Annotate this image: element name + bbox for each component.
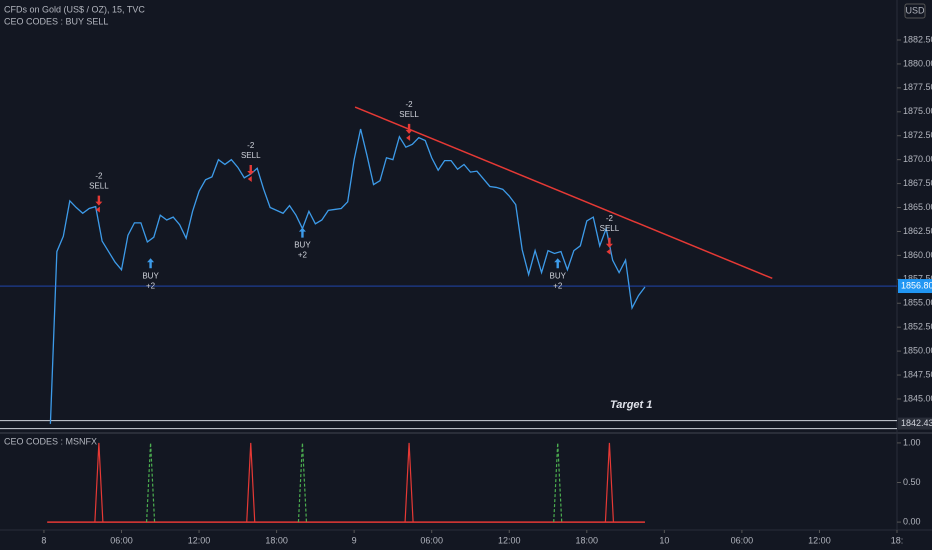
sell-marker	[247, 175, 252, 182]
signal-side: SELL	[89, 182, 109, 191]
indicator-title: CEO CODES : MSNFX	[4, 436, 97, 446]
sell-marker	[606, 248, 611, 255]
x-tick-label: 06:00	[110, 535, 133, 545]
sell-arrow	[605, 237, 613, 248]
x-tick-label: 12:00	[808, 535, 831, 545]
spike	[553, 442, 563, 523]
signal-side: SELL	[600, 224, 620, 233]
sell-arrow	[405, 123, 413, 134]
y-tick-label: 1867.50	[903, 178, 932, 188]
signal-side: SELL	[399, 110, 419, 119]
trendline	[354, 106, 773, 280]
signal-qty: +2	[146, 281, 156, 290]
y-tick-label: 1855.00	[903, 298, 932, 308]
spike	[404, 442, 414, 523]
annotation: Target 1	[610, 399, 652, 411]
x-tick-label: 12:00	[498, 535, 521, 545]
x-tick-label: 12:00	[188, 535, 211, 545]
currency: USD	[905, 5, 925, 15]
indicator-title: CEO CODES : BUY SELL	[4, 16, 108, 26]
y-tick-label: 1870.00	[903, 154, 932, 164]
y-tick-label: 1850.00	[903, 345, 932, 355]
sell-arrow	[95, 195, 103, 206]
signal-side: BUY	[294, 241, 311, 250]
y-tick-label: 1880.00	[903, 58, 932, 68]
signal-side: BUY	[549, 271, 566, 280]
buy-arrow	[298, 227, 306, 238]
spike	[246, 442, 256, 523]
y-tick-label: 1882.50	[903, 34, 932, 44]
symbol-title: CFDs on Gold (US$ / OZ), 15, TVC	[4, 4, 145, 14]
signal-qty: -2	[606, 214, 614, 223]
y-tick-label: 1857.50	[903, 274, 932, 284]
y-tick-label: 1860.00	[903, 250, 932, 260]
y-tick-label: 1845.00	[903, 393, 932, 403]
x-tick-label: 10	[659, 535, 669, 545]
x-tick-label: 9	[352, 535, 357, 545]
x-tick-label: 18:00	[576, 535, 599, 545]
y-tick-label: 1875.00	[903, 106, 932, 116]
y-tick-label: 1877.50	[903, 82, 932, 92]
signal-qty: -2	[95, 172, 103, 181]
signal-side: SELL	[241, 151, 261, 160]
y-tick-label: 0.50	[903, 477, 921, 487]
y-tick-label: 1852.50	[903, 322, 932, 332]
spike	[297, 442, 308, 523]
x-tick-label: 06:00	[420, 535, 443, 545]
low-price-label: 1842.43	[901, 418, 932, 428]
signal-qty: -2	[247, 141, 255, 150]
signal-qty: +2	[298, 251, 308, 260]
y-tick-label: 1862.50	[903, 226, 932, 236]
buy-arrow	[147, 258, 155, 269]
signal-qty: +2	[553, 281, 563, 290]
x-tick-label: 18:	[891, 535, 904, 545]
low-price-badge	[898, 417, 932, 430]
spike	[145, 442, 156, 523]
buy-arrow	[554, 258, 562, 269]
y-tick-label: 1865.00	[903, 202, 932, 212]
spike	[604, 442, 615, 523]
last-price-label: 1856.80	[901, 280, 932, 290]
sell-marker	[95, 206, 100, 213]
x-tick-label: 06:00	[731, 535, 754, 545]
sell-marker	[406, 134, 411, 141]
signal-qty: -2	[406, 100, 414, 109]
signal-side: BUY	[142, 271, 159, 280]
x-tick-label: 8	[41, 535, 46, 545]
currency-badge[interactable]	[904, 3, 926, 19]
price-line	[49, 128, 646, 424]
y-tick-label: 0.00	[903, 516, 921, 526]
y-tick-label: 1847.50	[903, 369, 932, 379]
x-tick-label: 18:00	[265, 535, 288, 545]
y-tick-label: 1872.50	[903, 130, 932, 140]
last-price-badge	[898, 279, 932, 294]
y-tick-label: 1.00	[903, 437, 921, 447]
sell-arrow	[247, 164, 255, 175]
spike	[94, 442, 104, 523]
